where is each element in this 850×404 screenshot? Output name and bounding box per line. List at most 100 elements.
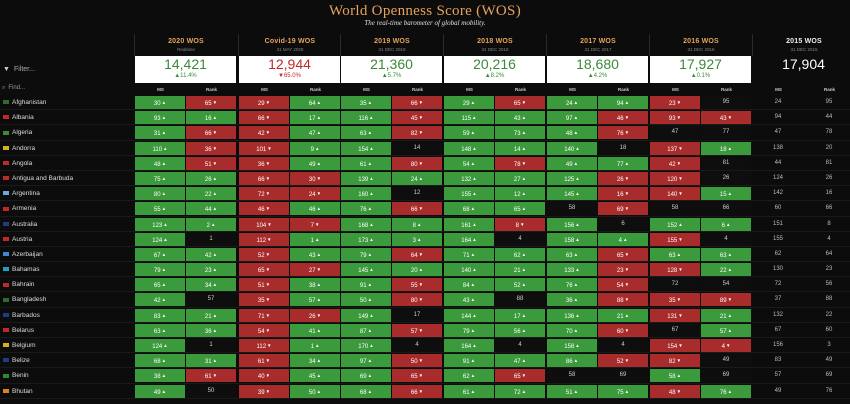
country-name[interactable]: Armenia: [0, 201, 134, 216]
subheader-rank[interactable]: Rank: [205, 87, 217, 92]
table-row[interactable]: Antigua and Barbuda 75▲ 26▲ 66▼ 30▼ 139▲ 24▲ 13…: [0, 171, 850, 187]
ms-cell: 59▲: [444, 126, 494, 140]
ms-cell: 140▲: [444, 263, 494, 277]
subheader-ms[interactable]: MS: [569, 87, 576, 92]
country-name[interactable]: Antigua and Barbuda: [0, 171, 134, 186]
table-row[interactable]: Belgium 124▲ 1 112▼ 1▲ 170▲ 4 164▲ 4 158▲ 4 154▼ 4▼ 1…: [0, 338, 850, 354]
arrow-up-icon: ▲: [678, 221, 683, 227]
country-name[interactable]: Bhutan: [0, 384, 134, 399]
table-row[interactable]: Albania 93▲ 16▲ 66▼ 17▲ 116▲ 45▼ 115▲ 43▲ 97▲ 46▼ 9…: [0, 110, 850, 126]
column-header[interactable]: 2020 WOS Realtime: [134, 34, 237, 56]
find-placeholder: Find...: [8, 85, 26, 91]
country-name[interactable]: Austria: [0, 232, 134, 247]
country-label: Bhutan: [12, 387, 33, 395]
table-row[interactable]: Algeria 31▲ 66▼ 42▼ 47▲ 63▲ 82▼ 59▲ 73▲ 48▲ 76▼ 47 7…: [0, 125, 850, 141]
table-row[interactable]: Belarus 63▲ 36▲ 54▼ 41▲ 87▲ 57▼ 79▲ 56▲ 70▲ 60▼ 67 5…: [0, 323, 850, 338]
country-name[interactable]: Albania: [0, 110, 134, 125]
subheader-rank[interactable]: Rank: [309, 87, 321, 92]
arrow-up-icon: ▲: [314, 343, 320, 348]
cell-value: 94: [616, 101, 624, 107]
column-date: 31 DEC 2015: [790, 47, 818, 52]
arrow-down-icon: ▼: [624, 115, 630, 121]
table-row[interactable]: Barbados 83▲ 21▲ 71▼ 26▼ 149▲ 17 144▲ 17▲ 136▲ 21▲…: [0, 308, 850, 323]
subheader-rank[interactable]: Rank: [823, 87, 835, 92]
filter-control[interactable]: ▼ Filter...: [0, 58, 134, 81]
subheader-rank[interactable]: Rank: [720, 87, 732, 92]
find-input[interactable]: ⌕ Find...: [2, 85, 25, 92]
country-label: Bahrain: [12, 281, 35, 289]
country-name[interactable]: Angola: [0, 156, 134, 171]
country-name[interactable]: Azerbaijan: [0, 247, 134, 262]
cell-value: 65: [257, 268, 265, 275]
cell-value: 112: [256, 237, 267, 244]
country-name[interactable]: Australia: [0, 217, 134, 232]
rank-cell: 64: [804, 247, 850, 261]
country-name[interactable]: Barbados: [0, 308, 134, 323]
subheader-ms[interactable]: MS: [466, 87, 473, 92]
cell-value: 104: [256, 222, 267, 229]
table-row[interactable]: Bahrain 65▲ 34▲ 51▼ 38▲ 91▲ 55▼ 84▲ 52▲ 76▲ 54▼ 72 5…: [0, 277, 850, 293]
subheader-ms[interactable]: MS: [775, 87, 782, 92]
country-name[interactable]: Bahrain: [0, 277, 134, 292]
country-name[interactable]: Andorra: [0, 141, 134, 156]
country-name[interactable]: Bahamas: [0, 262, 134, 277]
table-row[interactable]: Benin 38▲ 61▼ 40▼ 45▲ 69▲ 65▼ 62▲ 65▼ 58 69 58▲ 69 57…: [0, 368, 850, 384]
ms-cell: 101▼: [239, 141, 289, 155]
ms-cell: 86▲: [547, 354, 597, 368]
column-header[interactable]: Covid-19 WOS 31 MAY 2020: [238, 34, 341, 56]
subheader-ms[interactable]: MS: [363, 87, 370, 92]
ms-cell: 49▲: [547, 156, 597, 170]
country-name[interactable]: Benin: [0, 368, 134, 383]
table-row[interactable]: Azerbaijan 67▲ 42▲ 52▼ 43▲ 79▲ 64▼ 71▲ 62▲ 63▲ 65▼…: [0, 247, 850, 263]
country-name[interactable]: Afghanistan: [0, 95, 134, 110]
cell-value: 20: [410, 268, 418, 275]
rank-cell: 36▼: [186, 141, 236, 155]
rank-cell: 8▼: [495, 217, 545, 231]
column-header[interactable]: 2018 WOS 31 DEC 2018: [443, 34, 546, 56]
ms-cell: 79▲: [341, 247, 391, 261]
arrow-up-icon: ▲: [521, 358, 527, 364]
arrow-down-icon: ▼: [676, 115, 682, 121]
table-row[interactable]: Australia 123▲ 2▲ 104▼ 7▼ 168▲ 8▲ 161▲ 8▼ 156▲ 6 15…: [0, 217, 850, 232]
column-header[interactable]: 2019 WOS 31 DEC 2019: [340, 34, 443, 56]
country-name[interactable]: Algeria: [0, 125, 134, 140]
table-row[interactable]: Angola 48▲ 51▼ 36▼ 49▲ 61▲ 80▼ 54▲ 78▼ 49▲ 77▲ 42▼ 8…: [0, 156, 850, 171]
country-name[interactable]: Argentina: [0, 186, 134, 201]
country-name[interactable]: Bangladesh: [0, 292, 134, 307]
flag-icon: [3, 161, 9, 166]
table-row[interactable]: Bhutan 49▲ 50 39▼ 50▲ 68▲ 66▼ 61▲ 72▲ 51▲ 75▲ 48▼ 76…: [0, 384, 850, 399]
rank-cell: 66▼: [392, 202, 442, 216]
table-row[interactable]: Austria 124▲ 1 112▼ 1▲ 173▲ 3▲ 164▲ 4 158▲ 4▲ 155▼ 4…: [0, 232, 850, 247]
table-row[interactable]: Bangladesh 42▲ 57 35▼ 57▲ 50▲ 80▼ 43▲ 88 36▲ 88▼ 35…: [0, 292, 850, 308]
column-header[interactable]: 2016 WOS 31 DEC 2016: [649, 34, 752, 56]
country-name[interactable]: Belgium: [0, 338, 134, 353]
subheader-ms[interactable]: MS: [672, 87, 679, 92]
cell-value: 47: [774, 129, 782, 136]
flag-icon: [3, 145, 9, 150]
subheader-rank[interactable]: Rank: [514, 87, 526, 92]
arrow-down-icon: ▼: [265, 312, 271, 318]
rank-cell: 88: [804, 293, 850, 307]
table-row[interactable]: Belize 68▲ 31▲ 61▼ 34▲ 97▲ 50▼ 91▲ 47▲ 86▲ 52▼ 82▼ 4…: [0, 353, 850, 369]
arrow-down-icon: ▼: [521, 373, 527, 379]
table-row[interactable]: Argentina 80▲ 22▲ 72▼ 24▼ 160▲ 12 155▲ 12▲ 145▲ 16…: [0, 186, 850, 202]
column-header[interactable]: 2017 WOS 31 DEC 2017: [546, 34, 649, 56]
cell-value: 101: [256, 146, 267, 153]
subheader-ms[interactable]: MS: [157, 87, 164, 92]
table-row[interactable]: Bahamas 79▲ 23▲ 65▼ 27▼ 145▲ 20▲ 140▲ 21▲ 133▲ 23▼…: [0, 262, 850, 278]
table-row[interactable]: Afghanistan 30▲ 65▼ 29▼ 64▲ 35▲ 66▼ 29▲ 65▼ 24▲ 94…: [0, 95, 850, 111]
cell-value: 136: [564, 313, 575, 320]
country-name[interactable]: Belize: [0, 353, 134, 368]
column-header[interactable]: 2015 WOS 31 DEC 2015: [752, 34, 850, 56]
cell-value: 6: [621, 220, 625, 227]
cell-value: 72: [671, 281, 679, 288]
cell-value: 66: [204, 131, 212, 138]
rank-cell: 23▼: [598, 263, 648, 277]
cell-value: 17: [513, 313, 521, 320]
subheader-rank[interactable]: Rank: [617, 87, 629, 92]
table-row[interactable]: Armenia 55▲ 44▲ 46▼ 46▲ 76▲ 66▼ 68▲ 65▲ 58 69▼ 58 66…: [0, 201, 850, 217]
subheader-ms[interactable]: MS: [261, 87, 268, 92]
country-name[interactable]: Belarus: [0, 323, 134, 338]
subheader-rank[interactable]: Rank: [411, 87, 423, 92]
table-row[interactable]: Andorra 110▲ 36▼ 101▼ 9▲ 154▲ 14 148▲ 14▲ 140▲ 18 1…: [0, 141, 850, 156]
